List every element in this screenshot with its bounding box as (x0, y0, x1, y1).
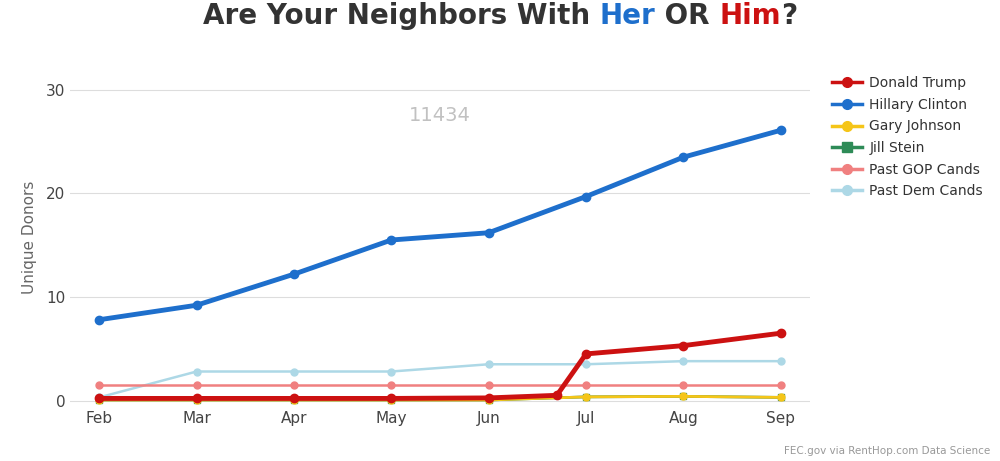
Past GOP Cands (580, 382, 592, 388)
Jill Stein (288, 397, 300, 403)
Gary Johnson (385, 397, 397, 403)
Gary Johnson (483, 397, 495, 403)
Past GOP Cands (93, 382, 105, 388)
Past GOP Cands (288, 382, 300, 388)
Hillary Clinton (288, 272, 300, 277)
Past Dem Cands (385, 369, 397, 374)
Hillary Clinton (483, 230, 495, 236)
Gary Johnson (677, 394, 689, 399)
Donald Trump (551, 393, 563, 398)
Text: OR: OR (655, 2, 719, 30)
Gary Johnson (580, 394, 592, 400)
Past Dem Cands (483, 361, 495, 367)
Hillary Clinton (191, 302, 203, 308)
Past Dem Cands (677, 358, 689, 364)
Past Dem Cands (775, 358, 787, 364)
Gary Johnson (775, 395, 787, 400)
Jill Stein (385, 397, 397, 403)
Past GOP Cands (385, 382, 397, 388)
Line: Donald Trump: Donald Trump (95, 329, 785, 402)
Text: FEC.gov via RentHop.com Data Science: FEC.gov via RentHop.com Data Science (784, 446, 990, 456)
Donald Trump (775, 331, 787, 336)
Past Dem Cands (191, 369, 203, 374)
Legend: Donald Trump, Hillary Clinton, Gary Johnson, Jill Stein, Past GOP Cands, Past De: Donald Trump, Hillary Clinton, Gary John… (832, 76, 983, 198)
Line: Hillary Clinton: Hillary Clinton (95, 126, 785, 324)
Jill Stein (775, 395, 787, 400)
Line: Gary Johnson: Gary Johnson (96, 393, 784, 403)
Jill Stein (483, 397, 495, 403)
Past GOP Cands (677, 382, 689, 388)
Hillary Clinton (580, 194, 592, 199)
Donald Trump (191, 396, 203, 401)
Past GOP Cands (775, 382, 787, 388)
Jill Stein (677, 394, 689, 399)
Jill Stein (93, 397, 105, 403)
Gary Johnson (191, 397, 203, 403)
Past GOP Cands (483, 382, 495, 388)
Hillary Clinton (775, 128, 787, 133)
Text: Are Your Neighbors With: Are Your Neighbors With (203, 2, 600, 30)
Past Dem Cands (288, 369, 300, 374)
Jill Stein (191, 397, 203, 403)
Donald Trump (580, 351, 592, 357)
Hillary Clinton (385, 237, 397, 243)
Donald Trump (677, 343, 689, 349)
Donald Trump (385, 396, 397, 401)
Hillary Clinton (93, 317, 105, 323)
Jill Stein (580, 394, 592, 400)
Past GOP Cands (191, 382, 203, 388)
Donald Trump (288, 396, 300, 401)
Line: Jill Stein: Jill Stein (96, 393, 784, 403)
Donald Trump (483, 395, 495, 401)
Text: Her: Her (600, 2, 655, 30)
Y-axis label: Unique Donors: Unique Donors (22, 181, 37, 294)
Past Dem Cands (580, 361, 592, 367)
Text: Him: Him (719, 2, 781, 30)
Gary Johnson (288, 397, 300, 403)
Hillary Clinton (677, 154, 689, 160)
Text: 11434: 11434 (409, 106, 471, 125)
Line: Past Dem Cands: Past Dem Cands (96, 358, 784, 401)
Gary Johnson (93, 397, 105, 403)
Donald Trump (93, 396, 105, 401)
Line: Past GOP Cands: Past GOP Cands (96, 382, 784, 389)
Text: ?: ? (781, 2, 797, 30)
Past Dem Cands (93, 395, 105, 400)
